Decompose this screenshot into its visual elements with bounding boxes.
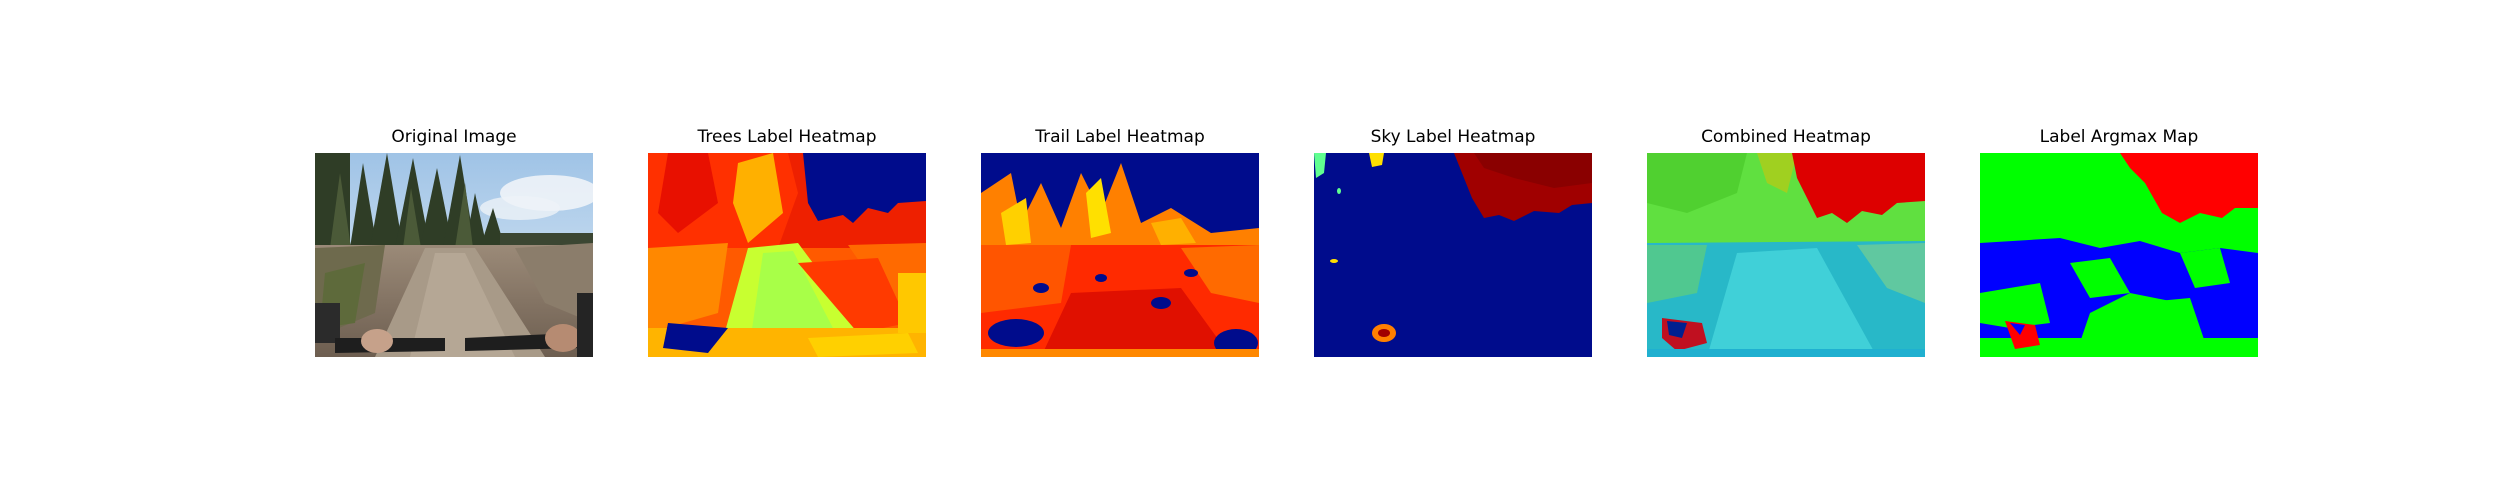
panel-title: Original Image xyxy=(391,127,517,147)
panel-title: Label Argmax Map xyxy=(2039,127,2199,147)
argmax-map-image xyxy=(1980,153,2258,357)
panel-title: Trail Label Heatmap xyxy=(1035,127,1205,147)
panel-title: Sky Label Heatmap xyxy=(1370,127,1536,147)
original-image xyxy=(315,153,593,357)
trail-heatmap-image xyxy=(981,153,1259,357)
panel-title: Trees Label Heatmap xyxy=(697,127,877,147)
trees-heatmap-image xyxy=(648,153,926,357)
sky-heatmap-image xyxy=(1314,153,1592,357)
combined-heatmap-image xyxy=(1647,153,1925,357)
panel-title: Combined Heatmap xyxy=(1701,127,1871,147)
